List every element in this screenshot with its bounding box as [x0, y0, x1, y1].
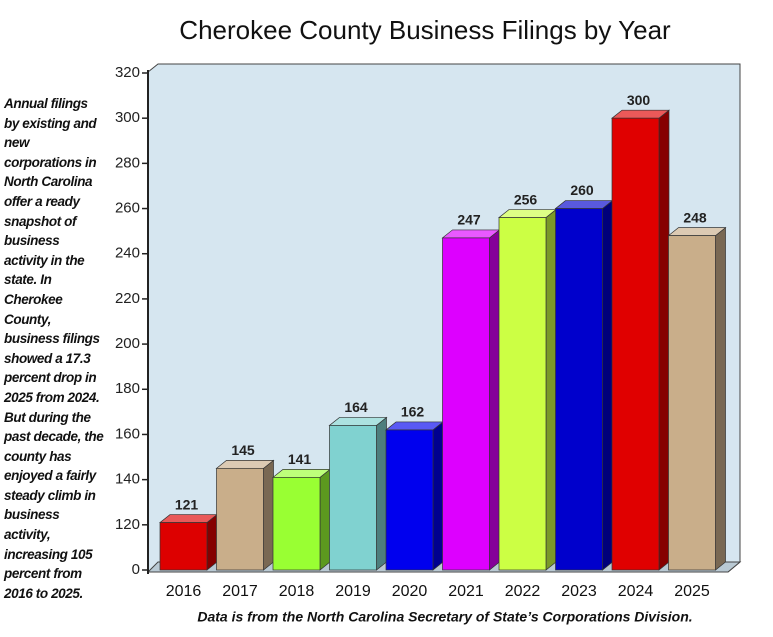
bar-side — [319, 468, 331, 571]
y-tick-label: 280 — [115, 154, 140, 171]
value-label: 121 — [175, 496, 199, 512]
value-label: 256 — [514, 191, 538, 207]
bar-side — [658, 109, 670, 571]
bar-top — [441, 229, 501, 239]
bar-side — [489, 229, 500, 571]
y-tick-label: 300 — [115, 109, 140, 126]
bar — [442, 237, 490, 571]
bar — [385, 429, 434, 571]
value-label: 164 — [344, 399, 368, 415]
bar — [329, 425, 377, 571]
y-tick-label: 180 — [115, 380, 140, 397]
x-tick-label: 2018 — [279, 583, 315, 600]
bar-top — [328, 417, 388, 426]
y-tick-label: 240 — [115, 245, 140, 262]
y-tick-label: 320 — [115, 64, 140, 81]
bar-top — [385, 421, 444, 431]
y-tick-label: 220 — [115, 290, 140, 307]
bar — [216, 467, 264, 571]
x-tick-label: 2016 — [166, 583, 202, 600]
bar-side — [602, 199, 613, 571]
bar — [668, 235, 716, 571]
x-tick-label: 2020 — [392, 583, 428, 600]
x-tick-label: 2017 — [222, 583, 258, 600]
side-note: Annual filings by existing and new corpo… — [4, 96, 104, 601]
value-label: 260 — [570, 182, 594, 198]
bar-top — [611, 109, 670, 119]
x-tick-label: 2022 — [505, 583, 541, 600]
bar-side — [376, 416, 387, 571]
x-tick-label: 2024 — [618, 583, 654, 600]
x-tick-label: 2019 — [335, 583, 371, 600]
bar — [611, 117, 660, 571]
x-tick-label: 2021 — [448, 583, 484, 600]
y-tick-label: 120 — [115, 516, 140, 533]
bar-top — [215, 459, 275, 469]
value-label: 141 — [288, 451, 312, 467]
bar — [272, 477, 321, 571]
value-label: 247 — [457, 212, 481, 228]
bar — [159, 522, 208, 571]
source-note: Data is from the North Carolina Secretar… — [197, 609, 692, 625]
bar-side — [206, 513, 218, 571]
bar-side — [432, 421, 444, 571]
bar — [498, 217, 547, 571]
y-tick-label: 140 — [115, 471, 140, 488]
y-tick-label: 260 — [115, 200, 140, 217]
chart-title: Cherokee County Business Filings by Year — [179, 15, 671, 45]
value-label: 145 — [231, 442, 255, 458]
bar-top — [159, 514, 218, 523]
value-label: 300 — [627, 92, 651, 108]
x-tick-label: 2023 — [561, 583, 597, 600]
value-label: 162 — [401, 404, 425, 420]
bar-side — [545, 208, 557, 571]
value-label: 248 — [683, 209, 707, 225]
y-tick-label: 200 — [115, 335, 140, 352]
y-tick-label: 0 — [132, 561, 140, 578]
bar — [555, 208, 603, 571]
bar-top — [272, 469, 331, 478]
bar-top — [667, 227, 727, 237]
bar-top — [498, 209, 557, 218]
y-tick-label: 160 — [115, 425, 140, 442]
bar-side — [263, 459, 274, 571]
x-tick-label: 2025 — [674, 583, 710, 600]
bar-top — [554, 200, 614, 209]
bar-side — [715, 226, 726, 571]
